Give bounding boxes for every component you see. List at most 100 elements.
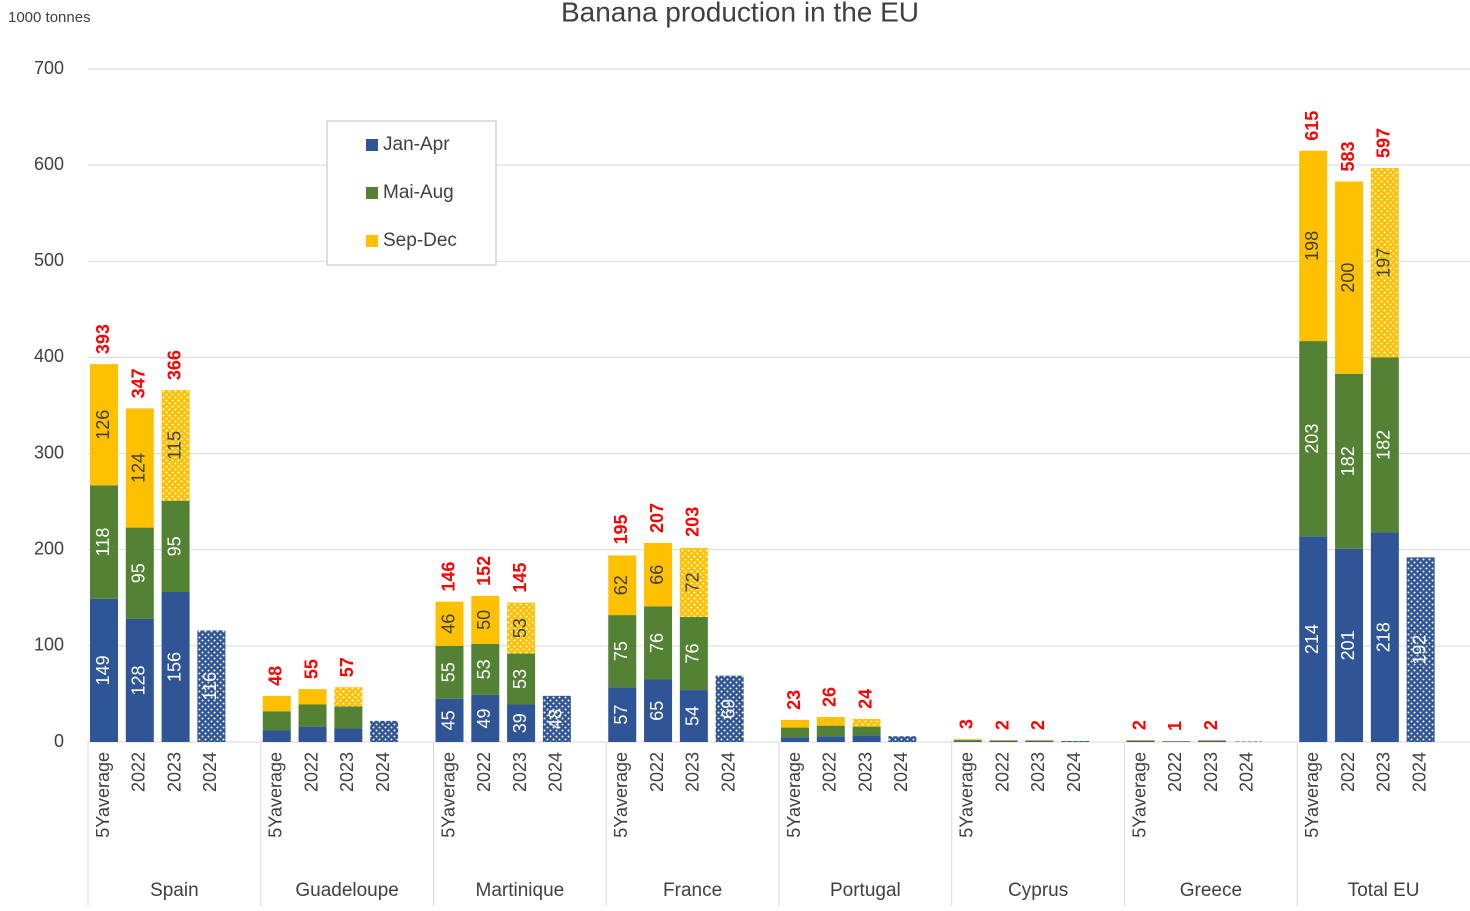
total-label: 2 [1129,720,1149,730]
total-label: 145 [510,563,530,593]
bar-segment [263,711,291,730]
x-tick-label: 2022 [820,752,840,792]
total-label: 24 [855,689,875,709]
total-label: 597 [1374,128,1394,158]
total-label: 146 [438,562,458,592]
data-label: 69 [718,699,738,719]
x-tick-label: 2022 [474,752,494,792]
legend-label: Mai-Aug [383,182,454,203]
data-label: 156 [164,652,184,682]
x-tick-label: 2022 [647,752,667,792]
group-label: Guadeloupe [295,880,399,901]
bar-segment [334,706,362,728]
x-tick-label: 2022 [992,752,1012,792]
total-label: 1 [1165,721,1185,731]
y-tick-label: 0 [54,731,64,751]
data-label: 203 [1302,424,1322,454]
data-label: 218 [1374,622,1394,652]
legend-swatch [366,187,378,199]
group-label: Martinique [476,880,565,901]
group-label: Total EU [1348,880,1420,901]
total-label: 195 [611,514,631,544]
y-tick-label: 100 [34,635,64,655]
y-unit: 1000 tonnes [8,9,91,26]
bar-segment [817,736,845,742]
bar-segment [888,736,916,742]
bar-segment [954,740,982,741]
total-label: 393 [93,324,113,354]
data-label: 66 [647,565,667,585]
bar-segment [1025,741,1053,742]
x-tick-label: 5Yaverage [611,752,631,838]
data-label: 116 [200,672,220,701]
x-tick-label: 2023 [164,752,184,792]
x-tick-label: 2023 [1028,752,1048,792]
legend-swatch [366,235,378,247]
data-label: 55 [438,662,458,682]
total-label: 23 [784,690,804,710]
y-tick-label: 200 [34,538,64,558]
bar-segment [781,728,809,738]
data-label: 201 [1338,630,1358,660]
bar-segment [299,705,327,727]
data-label: 197 [1374,248,1394,278]
total-label: 55 [301,659,321,679]
data-label: 115 [164,431,184,460]
x-tick-label: 2023 [855,752,875,792]
x-tick-label: 5Yaverage [1302,752,1322,838]
data-label: 126 [93,410,113,440]
data-label: 118 [93,528,113,557]
data-label: 95 [164,536,184,556]
total-label: 347 [129,368,149,398]
total-label: 57 [337,657,357,677]
data-label: 46 [438,614,458,634]
total-label: 366 [164,350,184,380]
total-label: 2 [1028,720,1048,730]
bar-segment [853,735,881,742]
x-tick-label: 2023 [1374,752,1394,792]
data-label: 198 [1302,231,1322,261]
data-label: 124 [129,453,149,483]
x-tick-label: 2024 [546,752,566,792]
group-label: Cyprus [1008,880,1068,901]
x-tick-label: 5Yaverage [266,752,286,838]
x-tick-label: 2023 [1201,752,1221,792]
total-label: 152 [474,556,494,586]
bar-segment [954,739,982,740]
bar-segment [299,689,327,704]
total-label: 207 [647,503,667,533]
x-tick-label: 2024 [1409,752,1429,792]
total-label: 2 [1201,720,1221,730]
data-label: 57 [611,705,631,725]
total-label: 583 [1338,141,1358,171]
data-label: 53 [474,659,494,679]
data-label: 76 [647,633,667,653]
data-label: 62 [611,575,631,595]
bar-segment [334,687,362,706]
legend-label: Sep-Dec [383,230,457,251]
bar-segment [1061,741,1089,742]
data-label: 95 [129,563,149,583]
group-label: Portugal [830,880,901,901]
data-label: 76 [683,644,703,664]
bar-segment [781,737,809,742]
x-tick-label: 2024 [1237,752,1257,792]
data-label: 50 [474,610,494,630]
x-tick-label: 2024 [373,752,393,792]
data-label: 192 [1409,635,1429,665]
bar-segment [263,696,291,711]
data-label: 65 [647,701,667,721]
bar-segment [990,741,1018,742]
group-label: Spain [150,880,199,901]
x-tick-label: 2022 [129,752,149,792]
data-label: 45 [438,710,458,730]
x-tick-label: 2023 [337,752,357,792]
bar-segment [299,727,327,742]
bar-segment [1127,741,1155,742]
x-tick-label: 2022 [1338,752,1358,792]
bar-segment [817,717,845,726]
group-label: Greece [1180,880,1242,901]
total-label: 203 [683,507,703,537]
